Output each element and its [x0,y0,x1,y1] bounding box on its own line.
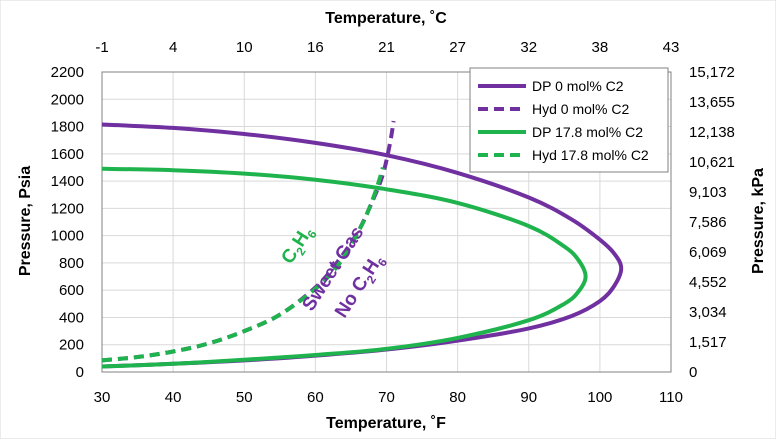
x-top-tick-label: 10 [236,39,253,56]
y-left-tick-label: 2000 [51,91,84,108]
x-top-tick-label: 27 [449,39,466,56]
y-right-tick-labels: 0 1,517 3,034 4,552 6,069 7,586 9,103 10,621 12,… [689,64,735,381]
x-bottom-tick-label: 50 [236,389,253,406]
y-right-tick-label: 4,552 [689,274,727,291]
legend-label: DP 17.8 mol% C2 [532,124,643,140]
y-right-tick-label: 12,138 [689,124,735,141]
y-right-tick-label: 0 [689,364,697,381]
x-top-tick-label: 16 [307,39,324,56]
legend-label: Hyd 17.8 mol% C2 [532,147,649,163]
y-left-tick-label: 2200 [51,64,84,81]
legend-label: DP 0 mol% C2 [532,78,624,94]
x-bottom-tick-label: 110 [659,389,683,406]
plot-area [101,71,672,373]
x-bottom-tick-label: 80 [449,389,466,406]
y-right-tick-label: 10,621 [689,154,735,171]
x-top-tick-label: 43 [663,39,680,56]
y-left-tick-label: 600 [59,282,84,299]
x-bottom-tick-label: 70 [378,389,395,406]
y-right-tick-label: 7,586 [689,214,727,231]
x-top-tick-label: 38 [592,39,609,56]
x-top-tick-label: -1 [95,39,108,56]
y-left-tick-label: 0 [76,364,84,381]
y-right-tick-label: 3,034 [689,304,727,321]
y-right-tick-label: 15,172 [689,64,735,81]
x-bottom-tick-label: 90 [520,389,537,406]
y-left-tick-labels: 0 200 400 600 800 1000 1200 1400 1600 1800 2000 220… [51,64,84,381]
y-left-axis-title: Pressure, Psia [17,166,34,276]
y-right-axis-title: Pressure, kPa [750,168,767,274]
y-right-tick-label: 13,655 [689,94,735,111]
legend: DP 0 mol% C2 Hyd 0 mol% C2 DP 17.8 mol% C2… [469,67,669,173]
y-left-tick-label: 400 [59,309,84,326]
y-left-tick-label: 200 [59,337,84,354]
y-right-tick-label: 9,103 [689,184,727,201]
series-line-dp-17-8-mol-c2 [101,166,588,369]
x-bottom-axis-title: Temperature, ˚F [326,415,446,432]
x-top-tick-labels: -1 4 10 16 21 27 32 38 43 [95,39,679,56]
y-left-tick-label: 1200 [51,200,84,217]
x-top-axis-title: Temperature, ˚C [325,10,447,27]
y-right-tick-label: 1,517 [689,334,727,351]
x-bottom-tick-label: 30 [94,389,111,406]
y-left-tick-label: 1400 [51,173,84,190]
x-top-tick-label: 4 [169,39,177,56]
x-bottom-tick-label: 100 [587,389,612,406]
y-left-tick-label: 1000 [51,228,84,245]
series-layer [101,120,624,369]
y-left-tick-label: 1600 [51,146,84,163]
y-left-tick-label: 1800 [51,119,84,136]
x-bottom-tick-label: 40 [165,389,182,406]
y-left-tick-label: 800 [59,255,84,272]
x-top-tick-label: 32 [520,39,537,56]
x-bottom-tick-labels: 30 40 50 60 70 80 90 100 110 [94,389,683,406]
x-top-tick-label: 21 [378,39,395,56]
series-line-hyd-17-8-mol-c2 [101,166,385,363]
y-right-tick-label: 6,069 [689,244,727,261]
x-bottom-tick-label: 60 [307,389,324,406]
legend-label: Hyd 0 mol% C2 [532,101,629,117]
